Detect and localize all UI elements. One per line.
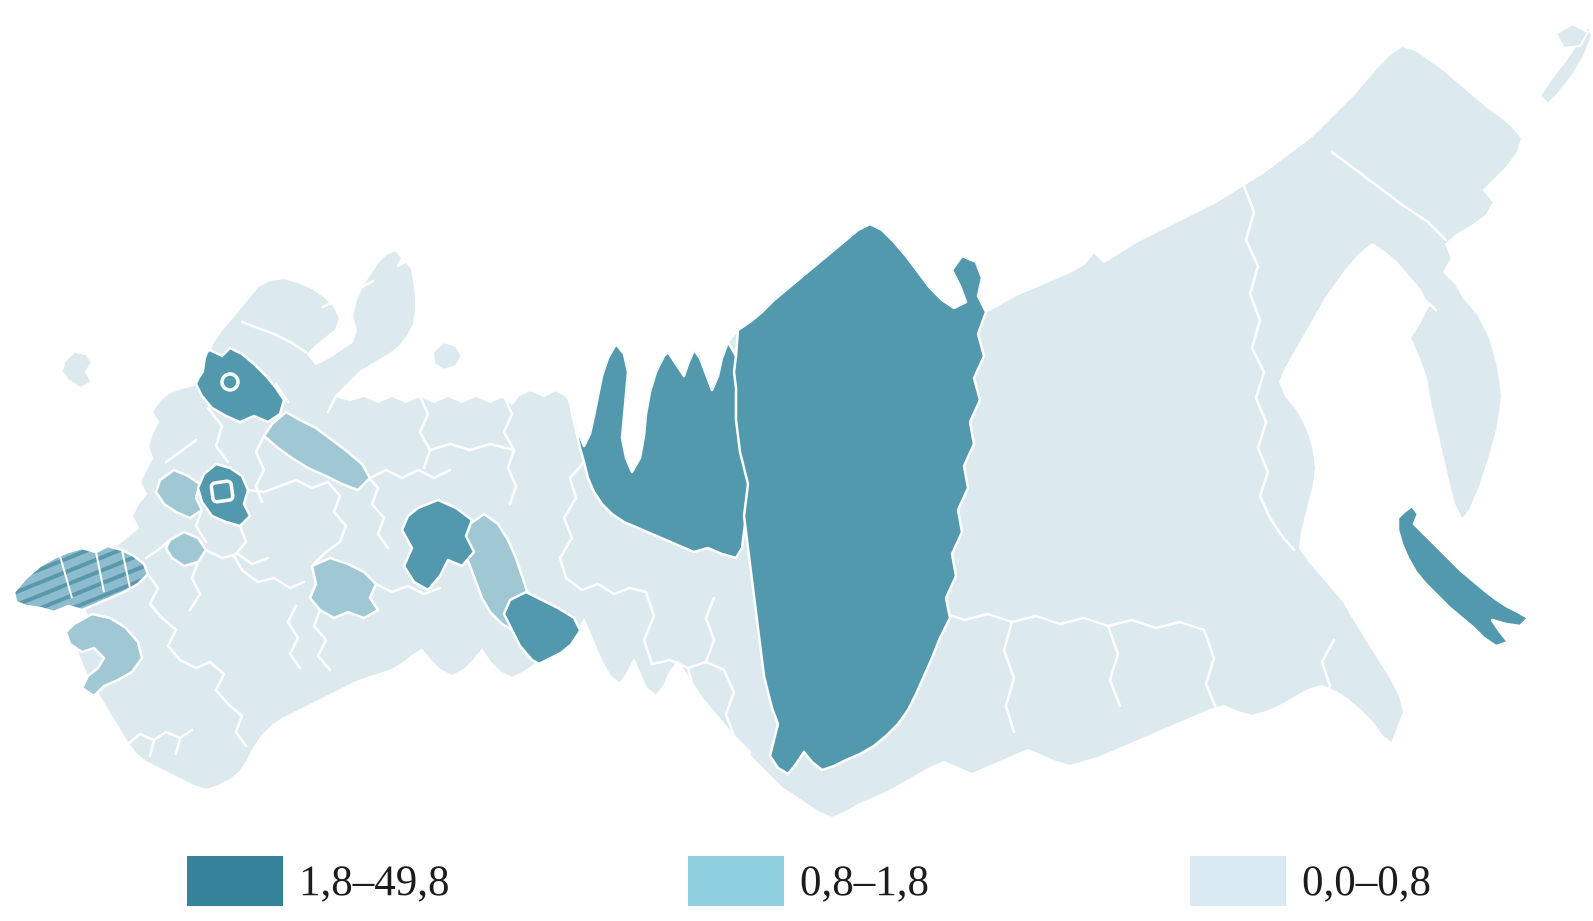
border-line (160, 616, 182, 662)
legend-label-low: 0,0–0,8 (1302, 857, 1431, 905)
border-line (1106, 624, 1122, 708)
hatched-band-divider (95, 551, 105, 593)
legend-swatch-mid (688, 856, 784, 906)
border-line (148, 738, 156, 758)
st-petersburg-city-ring (220, 372, 240, 392)
border-line (194, 508, 208, 544)
border-line (312, 608, 332, 672)
russia-choropleth-map (12, 23, 1593, 819)
border-line (326, 394, 338, 414)
border-line (1242, 184, 1296, 552)
border-line (374, 582, 442, 596)
border-line (312, 540, 342, 566)
border-line (208, 660, 230, 706)
hatched-band (12, 544, 150, 614)
region-sakhalin (1396, 504, 1530, 648)
wrangel-island (1555, 23, 1589, 49)
border-line (144, 570, 164, 620)
region-moscow-oblast (196, 462, 252, 528)
border-line (1002, 620, 1016, 734)
region-oryol (164, 530, 208, 568)
moscow-city-ring (209, 479, 235, 504)
legend-swatch-high (187, 856, 283, 906)
border-line (240, 320, 308, 354)
legend-item-high: 1,8–49,8 (187, 856, 450, 906)
border-line (722, 668, 736, 738)
border-line (188, 560, 202, 612)
border-line (278, 478, 330, 490)
region-novgorod-vologda (262, 410, 372, 492)
hatched-band-divider (59, 555, 73, 599)
border-line (940, 610, 1206, 632)
outlying-territories (61, 23, 1593, 389)
regions-high-class (194, 222, 988, 776)
border-line (558, 460, 586, 580)
hatched-band-divider (121, 549, 131, 589)
border-line (240, 568, 306, 590)
border-line (164, 438, 198, 464)
legend-swatch-low (1190, 856, 1286, 906)
border-line (364, 472, 390, 550)
border-line (206, 406, 230, 464)
border-line (178, 658, 212, 670)
region-krasnoyarsk (732, 222, 988, 776)
border-line (1330, 150, 1448, 242)
border-line (642, 590, 656, 666)
region-tatarstan-udmurtia (308, 556, 380, 620)
border-line (704, 596, 716, 664)
legend-label-mid: 0,8–1,8 (800, 857, 929, 905)
region-hatched-territories (12, 544, 150, 614)
border-line (274, 382, 290, 404)
border-line (226, 702, 248, 748)
region-leningrad-oblast (194, 346, 286, 424)
legend-item-mid: 0,8–1,8 (688, 856, 929, 906)
border-line (326, 480, 348, 544)
border-line (144, 538, 172, 560)
kolguyev-island (432, 341, 463, 371)
region-perm (400, 498, 476, 592)
border-line (564, 576, 648, 596)
region-smolensk (154, 468, 204, 520)
border-line (368, 468, 452, 480)
border-line (418, 394, 432, 470)
border-line (1202, 628, 1218, 710)
border-line (174, 736, 182, 756)
legend-item-low: 0,0–0,8 (1190, 856, 1431, 906)
legend-label-high: 1,8–49,8 (299, 857, 450, 905)
border-line (126, 728, 194, 746)
border-line (204, 548, 270, 566)
border-line (428, 442, 516, 452)
region-kaliningrad (61, 351, 93, 389)
border-line (232, 524, 248, 572)
border-line (246, 484, 282, 494)
region-krasnodar (64, 612, 144, 698)
border-line (286, 604, 302, 670)
